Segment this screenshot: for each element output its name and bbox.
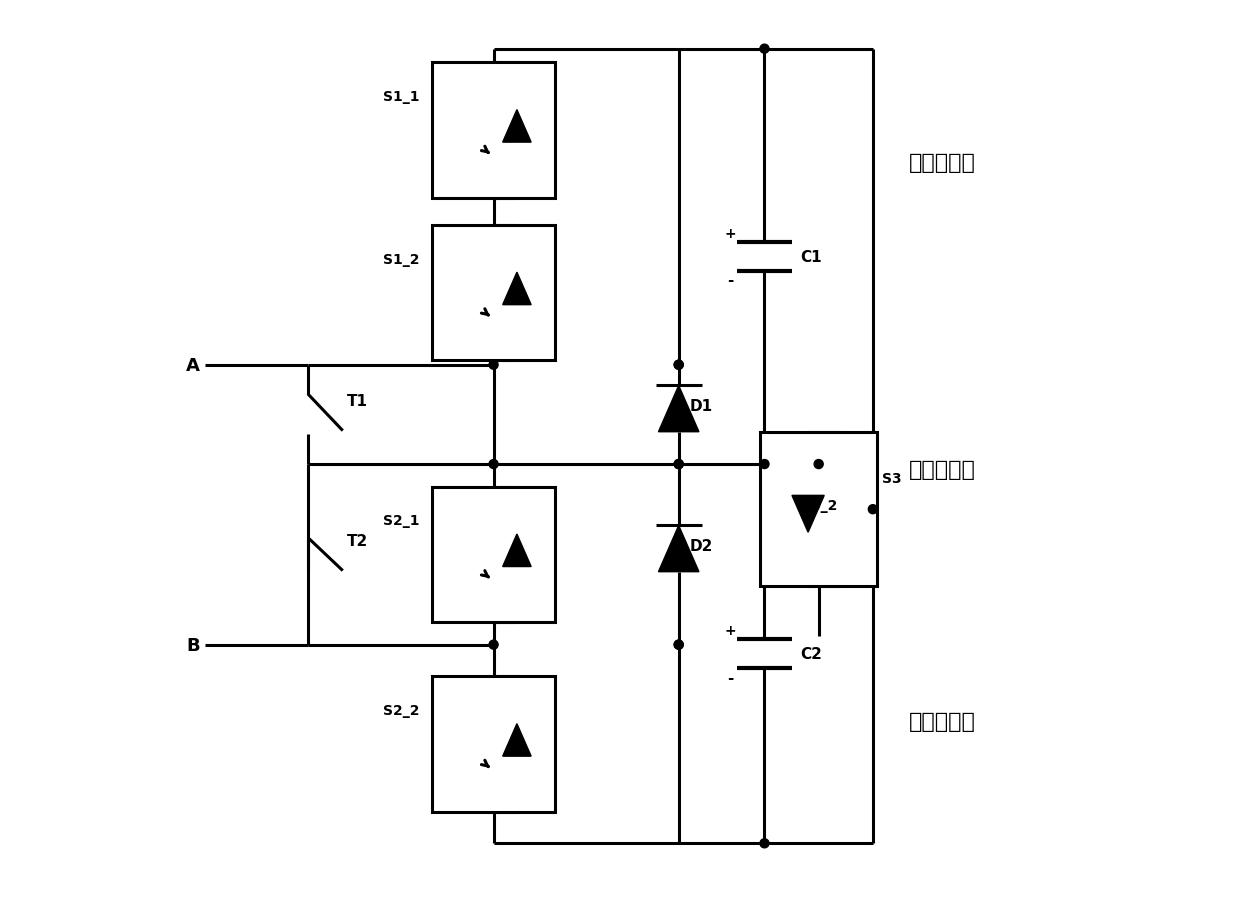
Polygon shape	[502, 272, 531, 305]
Text: -: -	[727, 273, 733, 288]
Text: 引导开关管: 引导开关管	[909, 459, 976, 479]
Text: T1: T1	[346, 394, 367, 409]
Circle shape	[760, 839, 769, 848]
Text: +: +	[724, 623, 737, 638]
Text: C1: C1	[801, 250, 822, 264]
Circle shape	[815, 460, 823, 469]
Text: 下算位模块: 下算位模块	[909, 712, 976, 732]
Circle shape	[675, 640, 683, 649]
Circle shape	[489, 361, 498, 370]
Bar	[433, 676, 556, 812]
Circle shape	[760, 45, 769, 54]
Polygon shape	[792, 496, 825, 532]
Polygon shape	[502, 111, 531, 143]
Text: S3_2: S3_2	[801, 498, 837, 512]
Polygon shape	[658, 526, 699, 572]
Text: T2: T2	[346, 534, 367, 548]
Polygon shape	[658, 386, 699, 432]
Text: A: A	[186, 356, 200, 374]
Bar	[433, 226, 556, 361]
Circle shape	[675, 640, 683, 649]
Circle shape	[675, 460, 683, 469]
Circle shape	[675, 361, 683, 370]
Text: S1_2: S1_2	[382, 253, 419, 266]
Circle shape	[489, 640, 498, 649]
Circle shape	[675, 361, 683, 370]
Text: S1_1: S1_1	[382, 90, 419, 104]
Bar	[433, 63, 556, 198]
Text: B: B	[186, 636, 200, 654]
Text: S2_1: S2_1	[382, 514, 419, 528]
Circle shape	[675, 460, 683, 469]
Text: S3: S3	[882, 472, 901, 486]
Circle shape	[760, 460, 769, 469]
Text: +: +	[724, 226, 737, 241]
Circle shape	[868, 505, 878, 514]
Text: 上算位模块: 上算位模块	[909, 152, 976, 172]
Text: D1: D1	[689, 399, 713, 413]
Bar	[760, 433, 878, 586]
Text: -: -	[727, 670, 733, 685]
Bar	[433, 487, 556, 622]
Text: D2: D2	[689, 538, 713, 553]
Circle shape	[489, 460, 498, 469]
Text: C2: C2	[801, 647, 822, 661]
Polygon shape	[502, 534, 531, 567]
Text: S2_2: S2_2	[382, 704, 419, 717]
Polygon shape	[502, 723, 531, 756]
